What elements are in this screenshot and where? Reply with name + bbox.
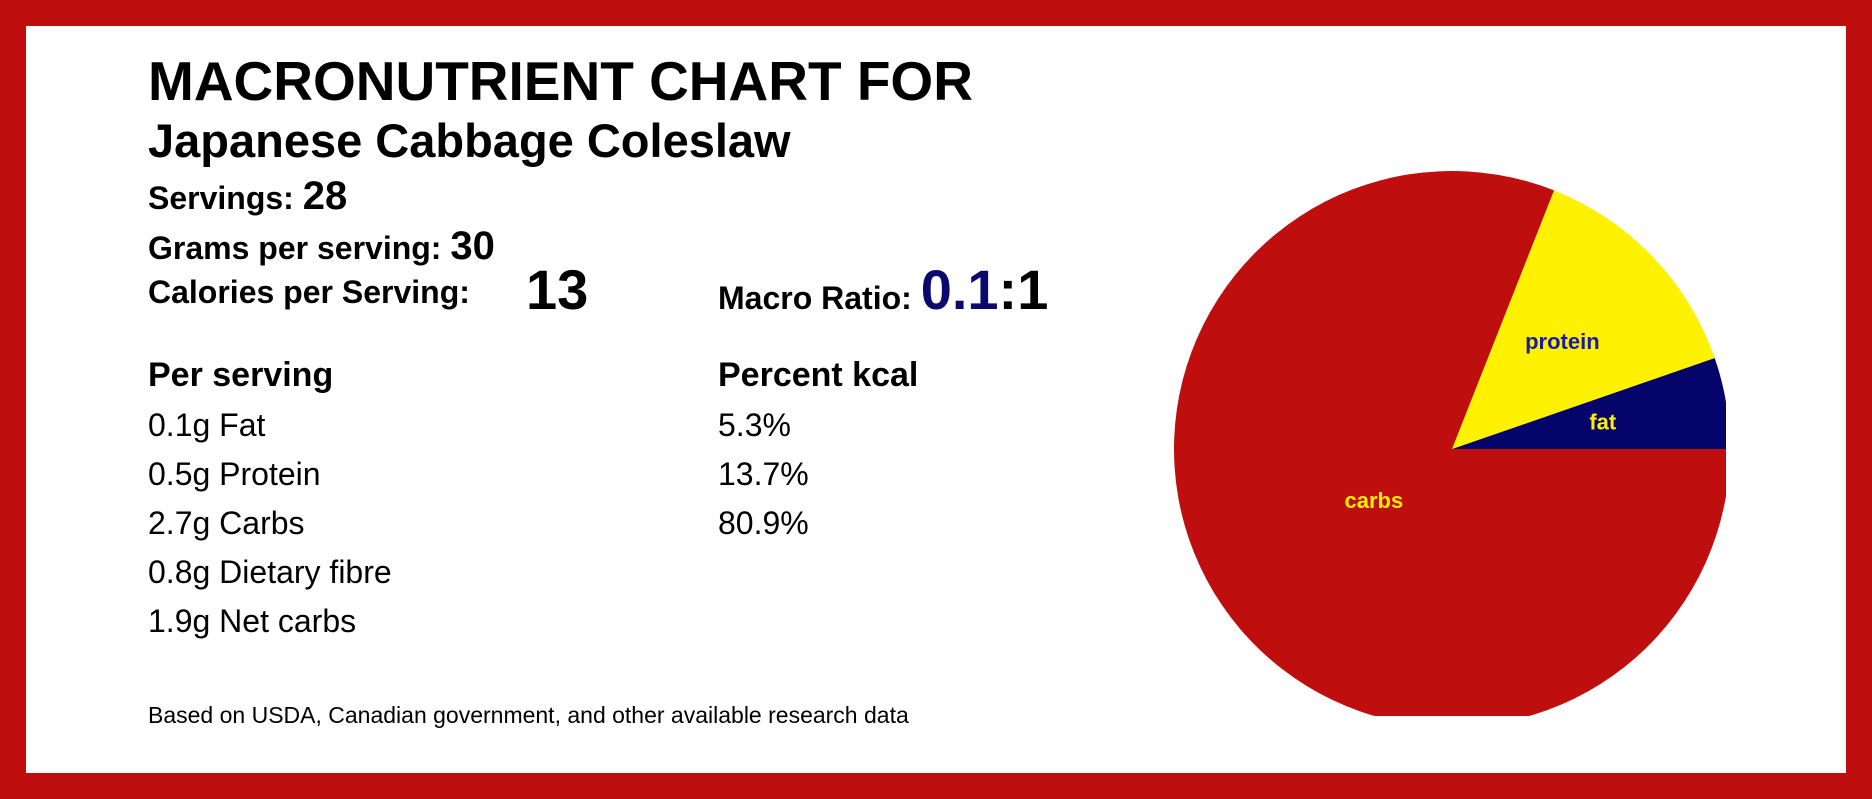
ratio-value: 0.1	[920, 258, 999, 321]
source-footnote: Based on USDA, Canadian government, and …	[148, 702, 909, 728]
pie-slice-fat	[1452, 358, 1726, 449]
macro-ratio: Macro Ratio: 0.1:1	[718, 262, 1048, 318]
macro-pie-chart: fat protein carbs	[1174, 171, 1726, 716]
ratio-suffix: :1	[998, 258, 1049, 321]
chart-panel: MACRONUTRIENT CHART FOR Japanese Cabbage…	[26, 26, 1846, 773]
slice-label-protein: protein	[1525, 329, 1600, 354]
list-item: 0.1g Fat	[148, 407, 266, 443]
list-item: 13.7%	[718, 456, 809, 492]
pie-slice-protein	[1452, 190, 1715, 449]
list-item: 0.5g Protein	[148, 456, 321, 492]
recipe-name: Japanese Cabbage Coleslaw	[148, 114, 791, 167]
percent-kcal-heading: Percent kcal	[718, 356, 919, 394]
list-item: 2.7g Carbs	[148, 505, 305, 541]
servings-label: Servings:	[148, 180, 294, 216]
per-serving-heading: Per serving	[148, 356, 334, 394]
slice-label-carbs: carbs	[1344, 488, 1403, 513]
grams-value: 30	[450, 224, 495, 268]
servings-value: 28	[302, 174, 348, 218]
ratio-label: Macro Ratio:	[718, 280, 912, 316]
percent-kcal-list: 5.3% 13.7% 80.9%	[718, 409, 809, 556]
grams-label: Grams per serving:	[148, 230, 442, 266]
list-item: 1.9g Net carbs	[148, 603, 357, 639]
list-item: 80.9%	[718, 505, 809, 541]
pie-slice-carbs	[1174, 171, 1726, 716]
servings-stat: Servings: 28	[148, 176, 347, 216]
page-title: MACRONUTRIENT CHART FOR	[148, 50, 973, 112]
per-serving-list: 0.1g Fat 0.5g Protein 2.7g Carbs 0.8g Di…	[148, 409, 392, 654]
slice-label-fat: fat	[1589, 409, 1617, 434]
list-item: 5.3%	[718, 407, 791, 443]
calories-value: 13	[526, 258, 589, 321]
grams-stat: Grams per serving: 30	[148, 226, 495, 266]
list-item: 0.8g Dietary fibre	[148, 554, 392, 590]
calories-label: Calories per Serving:	[148, 274, 470, 310]
